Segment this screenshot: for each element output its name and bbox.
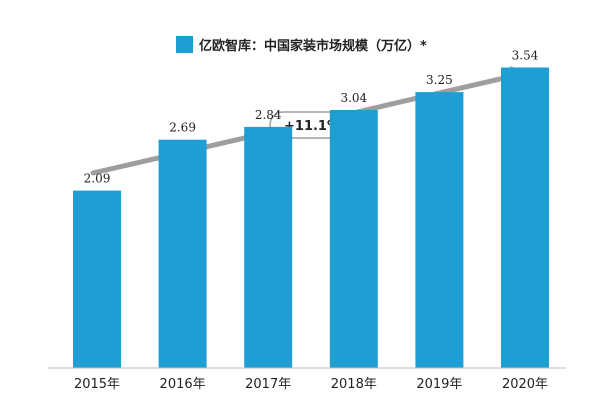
bar-2016年 (158, 139, 207, 368)
bar-2017年 (244, 126, 293, 369)
bar-2018年 (329, 110, 378, 368)
value-label-2019年: 3.25 (426, 73, 453, 87)
legend: 亿欧智库：中国家装市场规模（万亿）* (176, 36, 427, 54)
legend-swatch (176, 36, 193, 53)
x-tick-label-2016年: 2016年 (160, 377, 206, 392)
value-label-2016年: 2.69 (169, 121, 196, 135)
x-tick-label-2018年: 2018年 (331, 377, 377, 392)
bar-2019年 (415, 92, 464, 368)
value-label-2018年: 3.04 (340, 91, 367, 105)
x-tick-label-2020年: 2020年 (502, 377, 548, 392)
value-label-2015年: 2.09 (84, 172, 111, 186)
value-label-2020年: 3.54 (512, 49, 539, 63)
bar-2020年 (501, 67, 549, 368)
bars-group (73, 67, 549, 369)
x-tick-labels-group: 2015年 2016年 2017年 2018年 2019年 2020年 (74, 377, 548, 392)
bar-2015年 (73, 190, 121, 368)
x-tick-label-2017年: 2017年 (245, 377, 291, 392)
cagr-label: +11.1% (284, 119, 340, 134)
x-tick-label-2015年: 2015年 (74, 377, 120, 392)
value-labels-group: 2.09 2.69 2.84 3.04 3.25 3.54 (84, 49, 539, 186)
legend-label: 亿欧智库：中国家装市场规模（万亿）* (199, 38, 427, 54)
value-label-2017年: 2.84 (255, 108, 282, 122)
x-tick-label-2019年: 2019年 (416, 377, 462, 392)
